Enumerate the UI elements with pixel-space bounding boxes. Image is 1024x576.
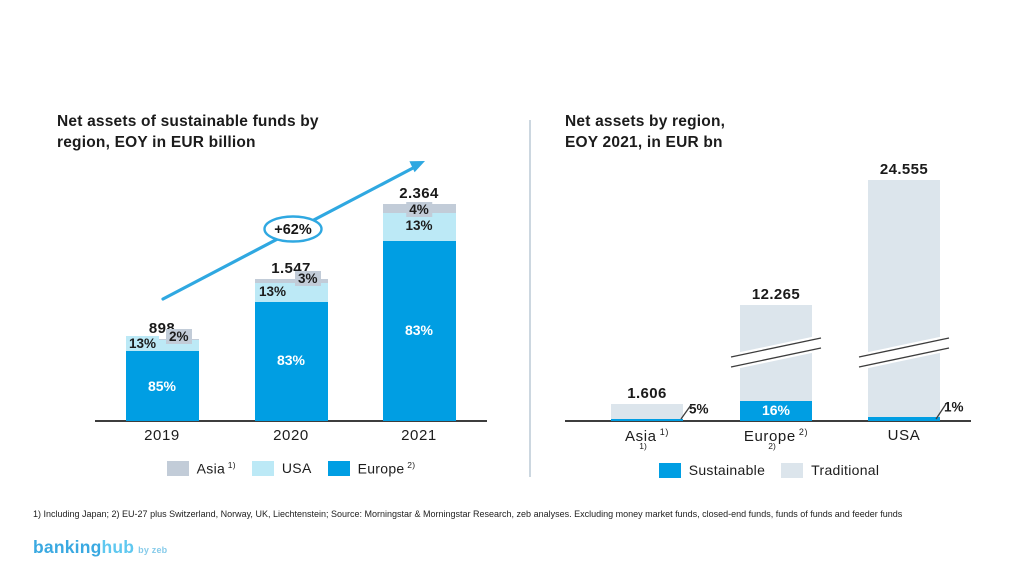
right-chart-title-line2: EOY 2021, in EUR bn: [565, 134, 723, 151]
legend-item-usa: USA: [251, 460, 312, 477]
left-bar-2020-segment-europe: [254, 301, 328, 421]
left-europe-pct-2021: 83%: [404, 322, 434, 338]
left-bar-2021: [382, 203, 456, 421]
left-chart-title: Net assets of sustainable funds by regio…: [57, 111, 319, 153]
left-europe-pct-2019: 85%: [147, 378, 177, 394]
right-bar-asia: [611, 404, 683, 421]
left-europe-pct-2020: 83%: [276, 352, 306, 368]
right-tick-asia: Asia 1): [625, 427, 669, 445]
left-asia-pct-2019: 2%: [166, 329, 192, 344]
left-tick-2019: 2019: [144, 427, 180, 444]
left-usa-pct-2019: 13%: [126, 336, 160, 351]
left-chart-title-line2: region, EOY in EUR billion: [57, 134, 256, 151]
left-bar-2019-segment-usa: [125, 340, 199, 351]
traditional-swatch-icon: [781, 462, 804, 478]
right-chart-title-line1: Net assets by region,: [565, 113, 726, 130]
logo-banking: banking: [33, 537, 102, 557]
right-total-label-usa: 24.555: [879, 161, 929, 178]
legend-label-traditional: Traditional: [811, 462, 880, 478]
left-asia-pct-2020: 3%: [295, 271, 321, 286]
logo-hub: hub: [101, 537, 135, 557]
left-tick-2020: 2020: [273, 427, 309, 444]
right-tick-sub-europe: 2): [768, 441, 776, 451]
left-bar-2019-segment-asia: [125, 338, 199, 341]
right-total-label-europe: 12.265: [751, 286, 801, 303]
legend-item-europe: Europe 2): [327, 460, 416, 477]
right-sustainable-pct-europe: 16%: [761, 402, 791, 418]
right-tick-usa: USA: [887, 427, 921, 444]
bankinghub-logo: bankinghub by zeb: [33, 537, 167, 558]
right-tick-europe: Europe 2): [743, 427, 809, 445]
growth-badge: [263, 215, 323, 243]
right-chart-legend: Sustainable Traditional: [567, 462, 971, 478]
right-sustainable-pct-usa: 1%: [944, 399, 964, 415]
right-bar-europe-segment-sustainable: [740, 401, 812, 421]
usa-swatch-icon: [251, 460, 274, 476]
right-chart-title: Net assets by region, EOY 2021, in EUR b…: [565, 111, 725, 153]
legend-item-sustainable: Sustainable: [658, 462, 766, 478]
left-usa-pct-2021: 13%: [402, 218, 436, 233]
legend-label-asia: Asia 1): [196, 460, 236, 477]
legend-item-traditional: Traditional: [781, 462, 879, 478]
right-sustainable-pct-asia: 5%: [689, 401, 709, 417]
right-tick-sub-asia: 1): [639, 441, 647, 451]
panel-divider: [529, 120, 531, 477]
legend-label-europe: Europe 2): [357, 460, 416, 477]
left-chart-title-line1: Net assets of sustainable funds by: [57, 113, 319, 130]
left-bar-2020: [254, 278, 328, 421]
growth-arrow-head: [409, 161, 425, 173]
europe-swatch-icon: [327, 460, 350, 476]
left-tick-2021: 2021: [401, 427, 437, 444]
left-bar-2019-segment-europe: [125, 350, 199, 421]
left-total-label-2021: 2.364: [399, 184, 439, 202]
left-usa-pct-2020: 13%: [256, 284, 290, 299]
right-bar-usa: [868, 180, 940, 421]
right-bar-asia-segment-sustainable: [611, 418, 683, 421]
left-asia-pct-2021: 4%: [406, 202, 432, 217]
growth-badge-label: +62%: [274, 222, 312, 238]
right-bar-usa-segment-sustainable: [868, 417, 940, 421]
legend-label-usa: USA: [281, 460, 312, 477]
logo-byline: by zeb: [138, 545, 168, 555]
asia-swatch-icon: [166, 460, 189, 476]
left-bar-2019: [125, 338, 199, 421]
footnote: 1) Including Japan; 2) EU-27 plus Switze…: [33, 509, 903, 519]
left-chart-legend: Asia 1) USA Europe 2): [95, 460, 487, 477]
right-total-label-asia: 1.606: [627, 385, 667, 402]
sustainable-swatch-icon: [658, 462, 681, 478]
legend-item-asia: Asia 1): [166, 460, 236, 477]
legend-label-sustainable: Sustainable: [688, 462, 766, 478]
